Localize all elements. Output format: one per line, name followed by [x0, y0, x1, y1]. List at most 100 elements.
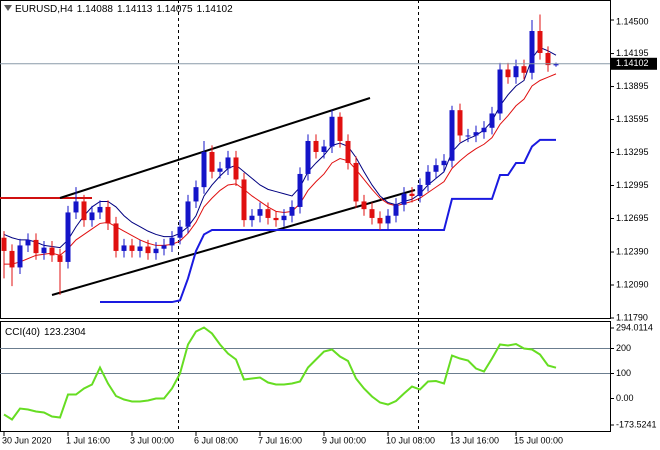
- collapse-icon: [4, 5, 12, 11]
- candle-body: [161, 245, 167, 249]
- indicator-name: CCI(40): [5, 327, 40, 338]
- y-tick-label: 1.13895: [616, 81, 649, 91]
- candle-body: [425, 171, 431, 185]
- candle-body: [9, 250, 15, 268]
- y-tick-label: 1.13295: [616, 147, 649, 157]
- y-tick-label: 100: [616, 368, 631, 378]
- candle-body: [97, 206, 103, 213]
- candle-body: [441, 160, 447, 166]
- candle-body: [353, 162, 359, 202]
- candle-body: [433, 165, 439, 172]
- candle-body: [65, 212, 71, 262]
- candle-body: [417, 184, 423, 196]
- trend-line: [51, 189, 416, 296]
- candle-body: [241, 179, 247, 221]
- candle-body: [1, 237, 7, 251]
- y-tick-label: 0.00: [616, 393, 634, 403]
- candle-body: [265, 209, 271, 218]
- y-tick-label: 1.12390: [616, 246, 649, 256]
- candle-body: [337, 116, 343, 141]
- y-tick-label: -173.5241: [616, 419, 657, 429]
- candle-body: [537, 31, 543, 53]
- candle-body: [113, 223, 119, 251]
- x-tick-label: 3 Jul 00:00: [130, 435, 174, 445]
- candle-body: [225, 157, 231, 169]
- candle-body: [473, 132, 479, 136]
- main-plot: [0, 14, 610, 304]
- candle-body: [313, 140, 319, 152]
- symbol: EURUSD,H4: [15, 4, 73, 15]
- y-tick-label: 1.12995: [616, 180, 649, 190]
- candle-body: [513, 66, 519, 78]
- candle-body: [393, 204, 399, 216]
- candle-body: [281, 215, 287, 221]
- candle-body: [505, 69, 511, 78]
- candle-body: [105, 206, 111, 224]
- candle-body: [249, 215, 255, 221]
- candle-body: [553, 63, 559, 66]
- candle-body: [169, 237, 175, 246]
- candle-body: [49, 247, 55, 256]
- candle-body: [201, 151, 207, 188]
- candle-body: [449, 110, 455, 161]
- high-value: 1.14113: [117, 4, 153, 15]
- y-tick-label: 1.14500: [616, 16, 649, 26]
- candle-body: [361, 201, 367, 210]
- candle-body: [137, 246, 143, 251]
- candle-body: [345, 140, 351, 163]
- candle-body: [177, 226, 183, 238]
- chart-header: EURUSD,H4 1.14088 1.14113 1.14075 1.14102: [15, 4, 233, 15]
- y-tick-label: 1.14195: [616, 48, 649, 58]
- candle-body: [545, 53, 551, 66]
- indicator-line: [100, 138, 556, 304]
- x-tick-label: 6 Jul 08:00: [194, 435, 238, 445]
- indicator-line: [4, 73, 557, 265]
- candle-body: [457, 110, 463, 136]
- candle-body: [465, 135, 471, 137]
- trend-line: [59, 97, 371, 199]
- candle-body: [217, 168, 223, 172]
- candle-body: [233, 157, 239, 180]
- candle-body: [273, 217, 279, 221]
- candle-body: [369, 209, 375, 218]
- candle-body: [305, 140, 311, 174]
- candle-body: [33, 239, 39, 254]
- x-tick-label: 9 Jul 00:00: [322, 435, 366, 445]
- open-value: 1.14088: [77, 4, 114, 15]
- current-price-box: [611, 57, 657, 70]
- candle-body: [193, 187, 199, 202]
- indicator-window: [0, 321, 611, 432]
- indicator-value: 123.2304: [44, 327, 86, 338]
- x-tick-label: 15 Jul 00:00: [514, 435, 563, 445]
- candle-body: [529, 31, 535, 73]
- current-price-label: 1.14102: [616, 58, 649, 68]
- candle-body: [145, 246, 151, 254]
- candle-body: [121, 245, 127, 251]
- x-tick-label: 1 Jul 16:00: [66, 435, 110, 445]
- candle-body: [521, 66, 527, 73]
- candle-body: [329, 116, 335, 147]
- candle-body: [185, 201, 191, 227]
- candle-body: [257, 209, 263, 216]
- candle-body: [401, 193, 407, 205]
- candle-body: [41, 247, 47, 254]
- candle-body: [409, 193, 415, 196]
- y-tick-label: 1.12090: [616, 279, 649, 289]
- candle-body: [377, 217, 383, 224]
- indicator-header: CCI(40) 123.2304: [5, 327, 86, 338]
- y-tick-label: 1.13595: [616, 114, 649, 124]
- candle-body: [57, 255, 63, 262]
- indicator-line: [3, 326, 557, 421]
- candle-body: [89, 212, 95, 221]
- candle-body: [481, 127, 487, 133]
- x-tick-label: 13 Jul 16:00: [450, 435, 499, 445]
- x-tick-label: 7 Jul 16:00: [258, 435, 302, 445]
- indicator-plot: [0, 326, 610, 421]
- candle-body: [73, 201, 79, 213]
- candle-body: [385, 215, 391, 224]
- candle-body: [81, 201, 87, 221]
- candle-body: [297, 173, 303, 207]
- x-tick-label: 10 Jul 08:00: [386, 435, 435, 445]
- y-tick-label: 1.12695: [616, 213, 649, 223]
